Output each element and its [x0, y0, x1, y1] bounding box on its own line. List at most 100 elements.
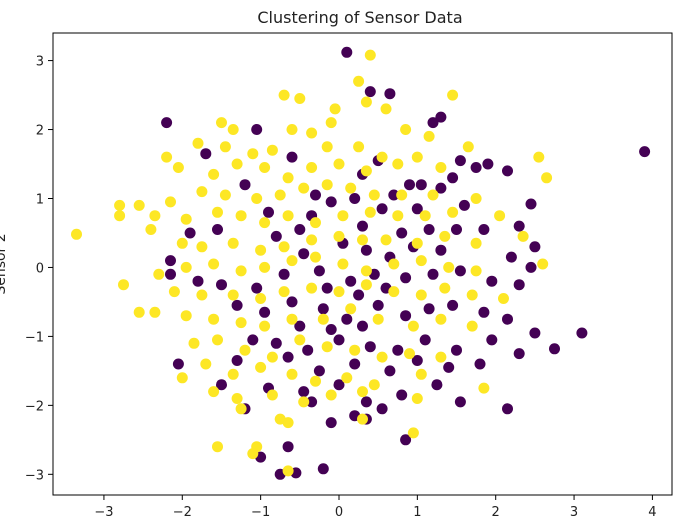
scatter-point-cluster-1: [439, 282, 451, 294]
scatter-point-cluster-1: [360, 265, 372, 277]
scatter-point-cluster-1: [306, 234, 318, 246]
scatter-point-cluster-1: [411, 393, 423, 404]
scatter-point-cluster-1: [435, 351, 447, 363]
scatter-point-cluster-1: [321, 179, 333, 191]
scatter-point-cluster-0: [529, 327, 541, 339]
scatter-point-cluster-0: [325, 196, 337, 208]
scatter-point-cluster-1: [407, 320, 419, 332]
scatter-point-cluster-0: [317, 463, 329, 475]
scatter-point-cluster-1: [294, 334, 306, 346]
scatter-point-cluster-1: [306, 162, 318, 173]
scatter-point-cluster-1: [380, 234, 392, 246]
scatter-point-cluster-1: [360, 96, 372, 108]
scatter-point-cluster-1: [357, 234, 368, 246]
scatter-point-cluster-1: [400, 124, 412, 135]
y-tick-label: −3: [25, 468, 44, 483]
scatter-point-cluster-1: [208, 258, 220, 270]
scatter-point-cluster-1: [466, 320, 478, 332]
scatter-point-cluster-0: [454, 396, 466, 408]
scatter-point-cluster-1: [329, 103, 341, 115]
scatter-point-cluster-0: [376, 403, 388, 415]
scatter-point-cluster-1: [470, 193, 482, 204]
scatter-point-cluster-1: [321, 141, 333, 153]
scatter-point-cluster-1: [368, 379, 380, 391]
scatter-point-cluster-1: [235, 317, 247, 329]
scatter-point-cluster-1: [353, 75, 365, 87]
scatter-point-cluster-0: [443, 361, 455, 373]
scatter-point-cluster-1: [168, 286, 180, 298]
scatter-point-cluster-1: [235, 210, 247, 222]
scatter-point-cluster-0: [360, 396, 372, 408]
scatter-point-cluster-1: [114, 199, 126, 211]
scatter-point-cluster-0: [349, 193, 361, 204]
scatter-point-cluster-1: [357, 386, 368, 398]
scatter-point-cluster-1: [208, 168, 220, 180]
x-tick-label: −3: [94, 505, 113, 520]
scatter-point-cluster-0: [400, 310, 412, 322]
scatter-point-cluster-0: [478, 306, 490, 318]
scatter-point-cluster-0: [353, 289, 365, 301]
scatter-point-cluster-1: [266, 351, 278, 363]
scatter-point-cluster-1: [278, 286, 290, 298]
scatter-point-cluster-1: [259, 217, 271, 229]
scatter-point-cluster-1: [388, 258, 400, 270]
scatter-point-cluster-1: [196, 186, 208, 198]
scatter-point-cluster-0: [396, 227, 408, 239]
scatter-point-cluster-1: [212, 334, 223, 346]
scatter-point-cluster-0: [360, 244, 372, 256]
scatter-point-cluster-1: [380, 103, 392, 115]
scatter-point-cluster-0: [451, 224, 462, 235]
scatter-point-cluster-1: [259, 320, 271, 332]
scatter-point-cluster-1: [235, 265, 247, 277]
scatter-point-cluster-1: [419, 210, 431, 222]
scatter-point-cluster-0: [165, 255, 176, 267]
scatter-point-cluster-1: [212, 441, 223, 453]
scatter-point-cluster-0: [294, 224, 306, 235]
scatter-point-cluster-1: [364, 206, 376, 218]
scatter-point-cluster-0: [263, 206, 274, 218]
scatter-point-cluster-0: [372, 299, 384, 311]
scatter-point-cluster-0: [349, 358, 361, 370]
scatter-point-cluster-0: [486, 334, 498, 346]
scatter-point-cluster-0: [376, 203, 388, 215]
scatter-point-cluster-0: [451, 344, 462, 356]
scatter-point-cluster-0: [525, 198, 537, 210]
y-tick-label: −1: [25, 330, 44, 345]
scatter-point-cluster-1: [176, 237, 188, 249]
scatter-point-cluster-0: [313, 265, 325, 277]
scatter-point-cluster-0: [192, 275, 204, 287]
scatter-point-cluster-1: [161, 151, 173, 163]
scatter-point-cluster-0: [447, 172, 459, 184]
scatter-point-cluster-1: [149, 306, 161, 318]
scatter-point-cluster-1: [439, 230, 451, 242]
scatter-point-cluster-1: [286, 124, 298, 135]
scatter-point-cluster-1: [192, 137, 204, 149]
scatter-point-cluster-1: [392, 158, 404, 170]
scatter-point-cluster-1: [333, 158, 345, 170]
scatter-point-cluster-1: [411, 151, 423, 163]
scatter-point-cluster-1: [266, 389, 278, 401]
x-tick-label: 1: [413, 505, 421, 520]
scatter-point-cluster-1: [196, 241, 208, 253]
scatter-point-cluster-0: [505, 251, 517, 263]
scatter-point-cluster-1: [212, 206, 223, 218]
scatter-point-cluster-0: [200, 148, 212, 160]
scatter-point-cluster-0: [404, 179, 415, 191]
scatter-point-cluster-1: [435, 162, 447, 173]
scatter-point-cluster-1: [172, 162, 184, 173]
scatter-point-cluster-0: [435, 182, 447, 194]
scatter-point-cluster-1: [321, 341, 333, 353]
scatter-point-cluster-0: [231, 299, 243, 311]
scatter-point-cluster-0: [172, 358, 184, 370]
scatter-point-cluster-1: [325, 389, 337, 401]
y-tick-label: 3: [36, 55, 44, 70]
scatter-point-cluster-1: [153, 268, 165, 280]
scatter-point-cluster-1: [278, 241, 290, 253]
scatter-point-cluster-1: [337, 210, 349, 222]
scatter-point-cluster-1: [341, 372, 353, 384]
scatter-point-cluster-1: [537, 258, 549, 270]
scatter-point-cluster-1: [231, 158, 243, 170]
scatter-point-cluster-1: [306, 127, 318, 139]
scatter-point-cluster-0: [321, 282, 333, 294]
scatter-point-cluster-0: [423, 224, 435, 235]
